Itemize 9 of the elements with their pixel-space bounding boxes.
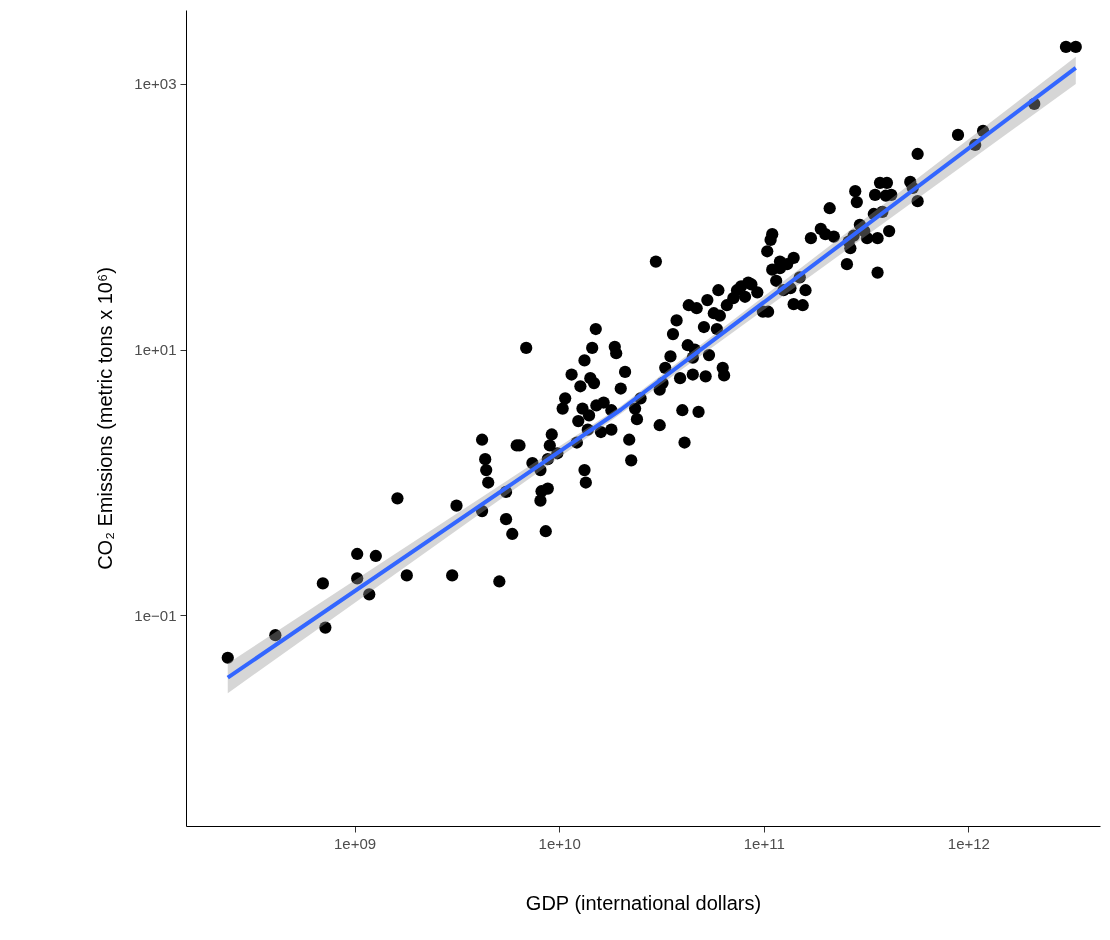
y-tick-label: 1e+01 [134, 341, 177, 359]
y-tick-label: 1e+03 [134, 75, 177, 93]
x-tick-label: 1e+11 [743, 834, 785, 852]
x-axis-title: GDP (international dollars) [525, 891, 762, 914]
y-tick-label: 1e−01 [134, 606, 177, 624]
y-axis-title: CO₂ Emissions (metric tons x 10⁶) [94, 267, 117, 570]
x-tick-label: 1e+10 [538, 834, 581, 852]
x-tick-label: 1e+12 [947, 834, 990, 852]
x-tick-label: 1e+09 [334, 834, 377, 852]
